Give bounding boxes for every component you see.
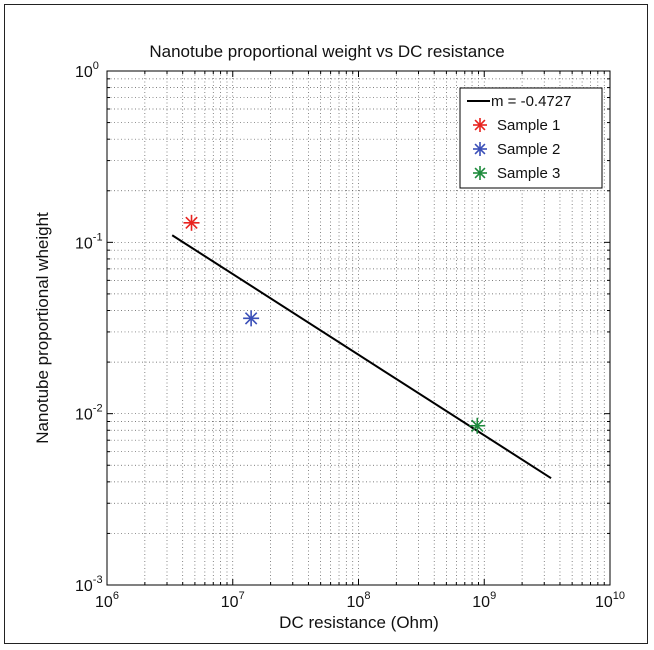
y-tick-base: 10 [75,407,93,424]
data-point-sample-1 [183,214,200,231]
x-tick-exponent: 6 [113,590,119,602]
chart: Nanotube proportional weight vs DC resis… [33,42,625,632]
legend-label: Sample 1 [497,117,560,134]
x-tick-label: 1010 [595,590,625,611]
legend-box [459,87,603,189]
x-tick-exponent: 9 [490,590,496,602]
legend-label: m = -0.4727 [491,93,571,110]
x-tick-exponent: 8 [364,590,370,602]
data-point-sample-3 [469,417,486,434]
y-tick-label: 10-2 [75,403,103,424]
y-tick-label: 10-3 [75,574,103,595]
y-tick-label: 100 [75,60,99,81]
y-tick-exponent: -2 [93,403,103,415]
y-tick-exponent: -3 [93,574,103,586]
data-point-sample-2 [243,310,260,327]
y-tick-base: 10 [75,578,93,595]
chart-title: Nanotube proportional weight vs DC resis… [149,42,504,61]
x-tick-base: 10 [95,594,113,611]
x-tick-base: 10 [347,594,365,611]
x-tick-label: 106 [95,590,119,611]
fit-line [171,234,552,480]
legend-swatch-marker [473,118,487,132]
legend-label: Sample 2 [497,141,560,158]
x-tick-label: 107 [221,590,245,611]
y-tick-base: 10 [75,235,93,252]
legend-label: Sample 3 [497,165,560,182]
x-tick-exponent: 7 [239,590,245,602]
legend-swatch-marker [473,142,487,156]
y-axis-label: Nanotube proportional wheight [33,212,52,444]
figure-frame: Nanotube proportional weight vs DC resis… [4,4,648,644]
x-tick-base: 10 [221,594,239,611]
axis-ticks [106,71,610,586]
x-tick-exponent: 10 [613,590,625,602]
y-tick-base: 10 [75,64,93,81]
x-tick-label: 108 [347,590,371,611]
y-tick-exponent: 0 [93,60,99,72]
legend-swatch-marker [473,166,487,180]
x-tick-label: 109 [472,590,496,611]
series-layer [171,214,552,480]
legend: m = -0.4727 Sample 1 Sample 2 Sample 3 [459,87,603,189]
x-tick-base: 10 [472,594,490,611]
x-axis-label: DC resistance (Ohm) [279,613,439,632]
y-tick-exponent: -1 [93,231,103,243]
x-tick-labels: 106 107 108 109 1010 [95,590,625,611]
y-tick-label: 10-1 [75,231,103,252]
x-tick-base: 10 [595,594,613,611]
